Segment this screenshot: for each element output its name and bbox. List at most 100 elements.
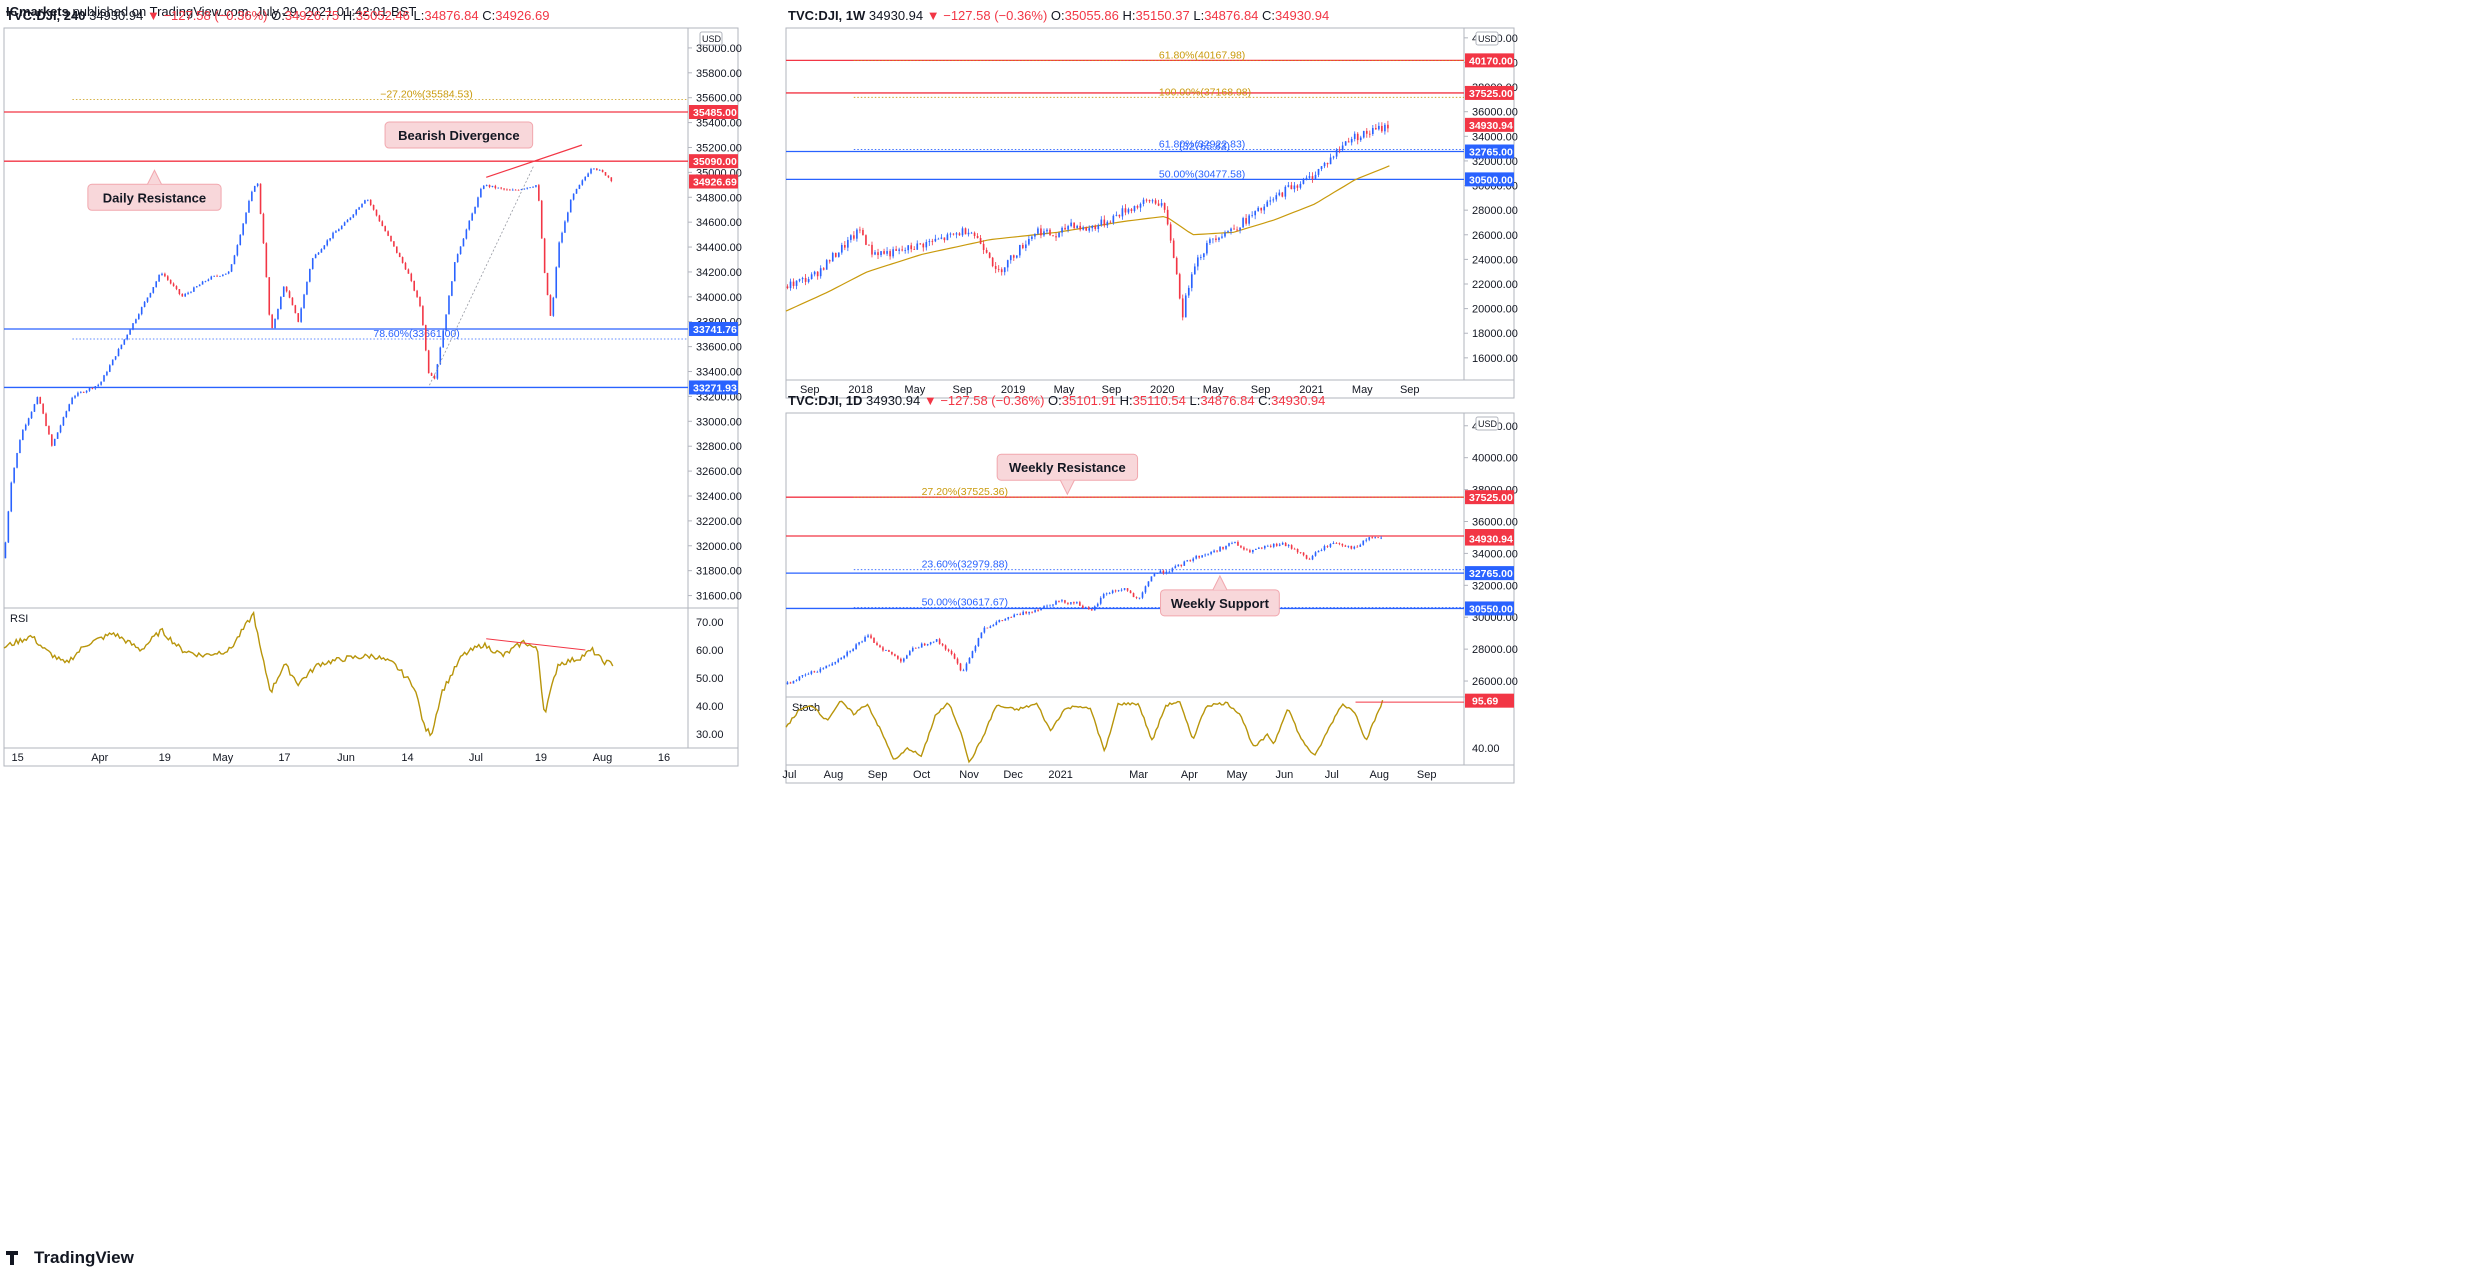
candle-body [868, 244, 870, 246]
candle-body [1145, 199, 1148, 201]
candle-body [1165, 571, 1168, 574]
level-tag: 35090.00 [693, 156, 737, 168]
candle-body [427, 350, 430, 374]
candle-body [798, 676, 801, 681]
candle-body [1236, 229, 1238, 231]
candle-body [375, 209, 378, 216]
candle-body [1076, 225, 1078, 228]
candle-body [917, 647, 920, 649]
candle-body [219, 275, 221, 277]
candle-body [891, 651, 893, 655]
candle-body [958, 233, 961, 236]
candle-body [837, 659, 840, 663]
candle-body [1000, 269, 1003, 273]
candle-body [1144, 586, 1147, 593]
candle-body [1198, 555, 1200, 558]
chart-panel-pw[interactable]: TVC:DJI, 1W 34930.94 ▼ −127.58 (−0.36%) … [785, 8, 1518, 399]
candle-body [901, 249, 903, 251]
candle-body [1025, 611, 1027, 614]
oscillator-line [785, 700, 1384, 764]
callout-label[interactable]: Weekly Support [1160, 574, 1280, 617]
candle-body [1193, 266, 1196, 275]
candle-body [876, 642, 878, 646]
callout-label[interactable]: Bearish Divergence [384, 121, 534, 149]
candle-body [51, 434, 53, 446]
candle-body [1093, 606, 1096, 611]
candle-body [193, 287, 195, 292]
candle-body [983, 627, 986, 633]
candle-body [1266, 545, 1269, 547]
candle-body [1284, 542, 1287, 547]
candle-body [973, 232, 976, 236]
callout-label[interactable]: Daily Resistance [87, 169, 222, 211]
candle-body [401, 257, 404, 263]
candle-body [1212, 238, 1214, 240]
currency-badge: USD [1478, 419, 1498, 429]
candle-body [349, 217, 352, 220]
candle-body [45, 413, 47, 426]
candle-body [361, 203, 363, 208]
level-tag-bg [1465, 490, 1514, 505]
candle-body [1006, 260, 1009, 268]
candle-body [1126, 588, 1129, 591]
candle-body [941, 643, 944, 646]
candle-body [786, 286, 789, 289]
candle-body [1120, 589, 1123, 591]
candle-body [149, 292, 152, 298]
candle-body [346, 219, 349, 223]
candle-body [227, 271, 230, 274]
tradingview-logo-icon [6, 1251, 28, 1265]
callout-label[interactable]: Weekly Resistance [996, 453, 1139, 496]
brand-name: TradingView [34, 1248, 134, 1267]
time-tick-label: 2021 [1048, 769, 1072, 781]
candle-body [187, 292, 189, 294]
candle-body [1338, 543, 1341, 545]
osc-trendline [486, 638, 586, 651]
candle-body [1067, 602, 1069, 604]
panel-frame [785, 412, 1515, 784]
candle-body [48, 425, 50, 435]
candle-body [1356, 133, 1359, 141]
fib-level-label: 78.60%(33661.00) [373, 328, 459, 340]
candle-body [1281, 192, 1284, 197]
candle-body [1384, 124, 1386, 132]
price-tick-label: 32000.00 [1472, 580, 1518, 592]
candle-body [56, 432, 59, 439]
time-tick-label: Jul [1325, 769, 1339, 781]
open-value: 35101.91 [1062, 393, 1120, 408]
candle-body [847, 239, 849, 248]
candle-body [971, 651, 974, 658]
candle-body [309, 268, 311, 282]
candle-body [1171, 568, 1174, 572]
candle-body [367, 199, 369, 201]
chart-panel-pd[interactable]: TVC:DJI, 1D 34930.94 ▼ −127.58 (−0.36%) … [782, 393, 1518, 784]
candle-body [989, 626, 992, 628]
candle-body [358, 207, 360, 210]
candle-body [1353, 546, 1356, 549]
candle-body [976, 235, 979, 239]
candle-body [491, 185, 494, 188]
candle-body [1350, 139, 1353, 143]
candle-body [1230, 228, 1232, 232]
candle-body [340, 225, 343, 230]
candle-body [445, 314, 447, 331]
candle-body [988, 252, 991, 258]
author-name[interactable]: ICmarkets [6, 4, 69, 19]
candle-body [895, 249, 897, 251]
price-tick-label: 31600.00 [696, 591, 742, 603]
candle-body [1159, 570, 1162, 573]
candle-body [1115, 214, 1118, 216]
candle-body [523, 188, 526, 190]
chart-panel-p240[interactable]: TVC:DJI, 240 34930.94 ▼ −127.58 (−0.36%)… [3, 8, 742, 767]
candle-body [471, 213, 473, 221]
candle-body [1266, 201, 1269, 207]
high-key: H: [343, 8, 356, 23]
candle-body [1258, 547, 1260, 549]
candle-body [1368, 537, 1371, 540]
candle-body [578, 184, 581, 189]
tradingview-footer[interactable]: TradingView [6, 1248, 134, 1268]
candle-body [575, 188, 578, 194]
price-tick-label: 35600.00 [696, 93, 742, 105]
candle-body [1359, 544, 1362, 547]
